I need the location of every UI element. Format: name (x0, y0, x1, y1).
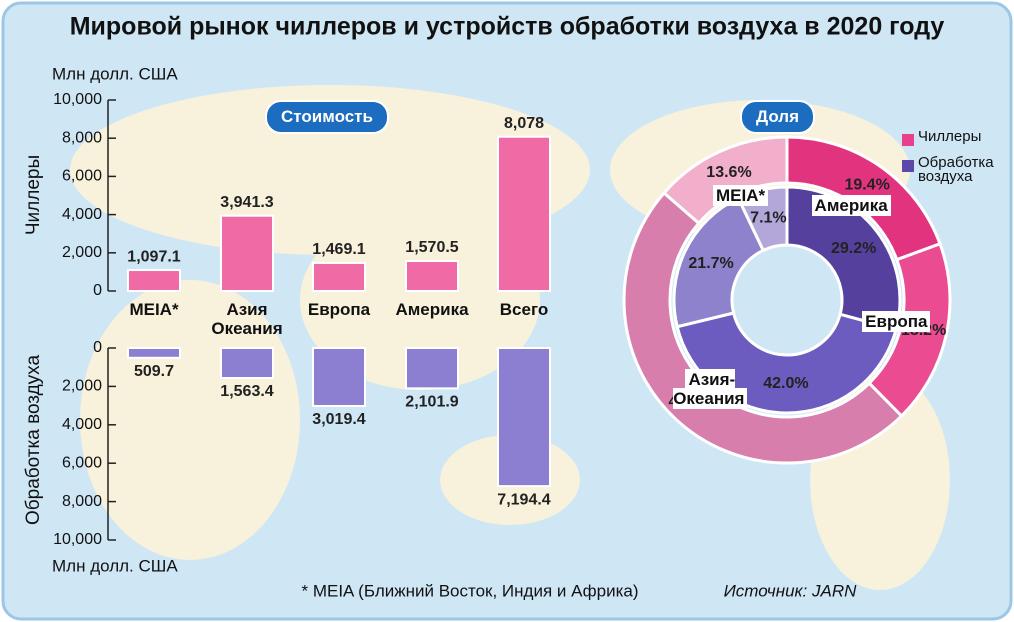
chart-title: Стоимость (265, 100, 389, 134)
source: Источник: JARN (724, 581, 858, 600)
data-label: 1,563.4 (220, 383, 273, 400)
data-label: 1,097.1 (127, 248, 180, 265)
category-text: Азия-Океания (673, 368, 748, 409)
y-tick-label: 10,000 (53, 91, 102, 108)
x-tick-label: Америка (395, 300, 469, 319)
y-tick-label: 2,000 (62, 244, 102, 261)
bar (220, 347, 274, 380)
data-label: 509.7 (134, 363, 174, 380)
footnote: * MEIA (Ближний Восток, Индия и Африка) (302, 581, 639, 600)
data-label: 8,078 (504, 115, 544, 132)
legend-swatch (902, 160, 914, 172)
data-label: 21.7% (688, 255, 733, 272)
y-tick-label: 0 (93, 282, 102, 299)
bar (405, 260, 459, 292)
x-tick-label: MEIA* (129, 300, 179, 319)
data-label: 42.0% (763, 375, 808, 392)
data-label: 2,101.9 (405, 394, 458, 411)
bar (127, 347, 181, 359)
y-tick-label: 8,000 (62, 493, 102, 510)
category-text: MEIA* (713, 185, 769, 207)
bar (497, 135, 551, 292)
data-label: 3,941.3 (220, 194, 273, 211)
bar (405, 347, 459, 390)
y-tick-label: 6,000 (62, 168, 102, 185)
x-tick-label: Всего (499, 300, 549, 319)
y-tick-label: 2,000 (62, 378, 102, 395)
x-tick-label: Европа (307, 300, 371, 319)
data-label: 1,469.1 (312, 241, 365, 258)
y-tick-label: 6,000 (62, 454, 102, 471)
data-label: 7,194.4 (497, 491, 550, 508)
data-label: 7.1% (750, 209, 786, 226)
y-axis-label: Обработка воздуха (23, 355, 44, 526)
data-label: 1,570.5 (405, 239, 458, 256)
bar (220, 214, 274, 293)
legend-swatch (902, 134, 914, 146)
chart-title: Доля (740, 100, 815, 134)
unit-label: Млн долл. США (52, 556, 178, 575)
category-text: Америка (811, 195, 891, 217)
bar (127, 269, 181, 292)
category-label: Азия-Океания (650, 368, 770, 409)
data-label: 19.4% (844, 176, 889, 193)
data-label: 3,019.4 (312, 411, 365, 428)
y-axis-label: Чиллеры (23, 155, 44, 235)
bar (312, 347, 366, 407)
data-label: 13.6% (706, 164, 751, 181)
bar (497, 347, 551, 488)
y-tick-label: 8,000 (62, 129, 102, 146)
y-tick-label: 4,000 (62, 206, 102, 223)
data-label: 29.2% (831, 240, 876, 257)
unit-label: Млн долл. США (52, 64, 178, 83)
y-tick-label: 4,000 (62, 416, 102, 433)
y-tick-label: 10,000 (53, 531, 102, 548)
x-tick-label: Азия Океания (211, 300, 283, 338)
bar (312, 261, 366, 292)
category-text: Европа (862, 311, 931, 333)
y-tick-label: 0 (93, 339, 102, 356)
category-label: Европа (836, 311, 956, 333)
title: Мировой рынок чиллеров и устройств обраб… (70, 13, 945, 41)
legend-label: Обработка воздуха (918, 154, 994, 185)
category-label: Америка (791, 195, 911, 217)
category-label: MEIA* (681, 185, 801, 207)
legend-label: Чиллеры (918, 128, 982, 145)
